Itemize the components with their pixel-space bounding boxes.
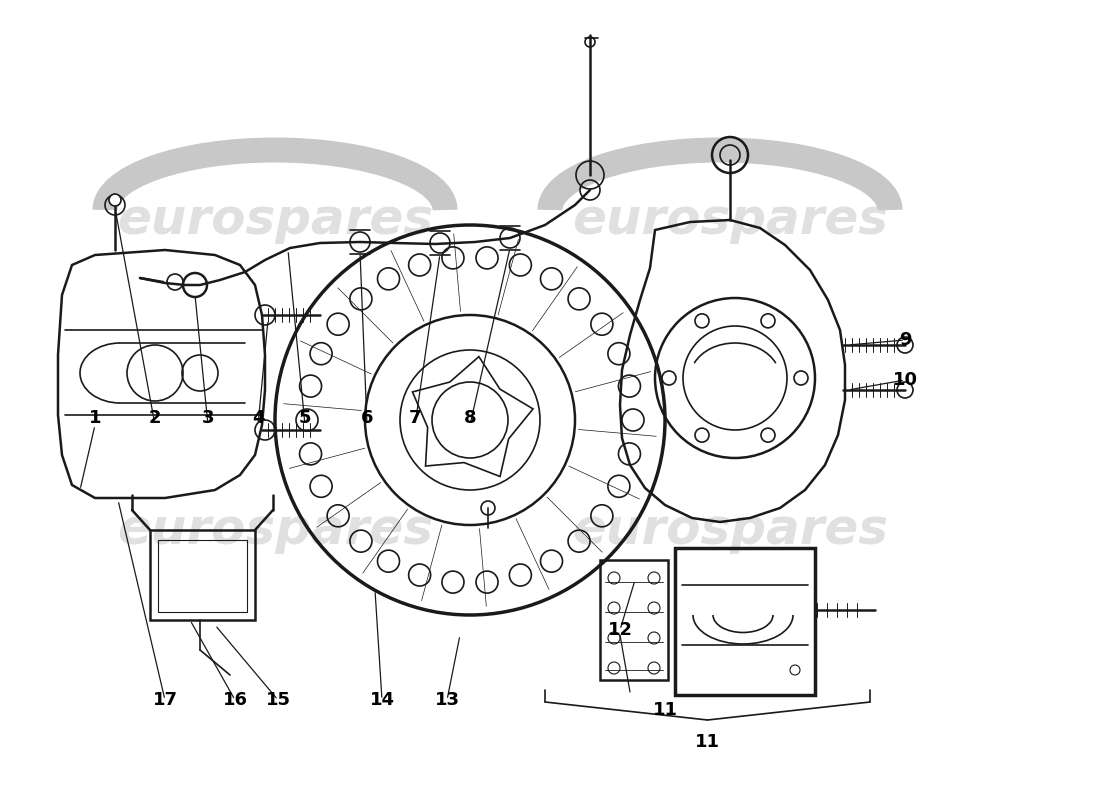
Text: 2: 2: [148, 409, 162, 427]
Circle shape: [109, 194, 121, 206]
Text: 5: 5: [299, 409, 311, 427]
Text: 3: 3: [201, 409, 214, 427]
Text: 12: 12: [607, 621, 632, 639]
Text: 8: 8: [464, 409, 476, 427]
Text: 11: 11: [652, 701, 678, 719]
Text: 17: 17: [153, 691, 177, 709]
Text: 11: 11: [695, 733, 721, 751]
Text: eurospares: eurospares: [117, 506, 433, 554]
Text: 6: 6: [361, 409, 373, 427]
Text: 16: 16: [222, 691, 248, 709]
Text: 7: 7: [409, 409, 421, 427]
Text: 13: 13: [434, 691, 460, 709]
Text: 15: 15: [265, 691, 290, 709]
Text: eurospares: eurospares: [572, 196, 888, 244]
Text: eurospares: eurospares: [572, 506, 888, 554]
Text: 1: 1: [89, 409, 101, 427]
Text: 9: 9: [899, 331, 911, 349]
Text: 4: 4: [252, 409, 264, 427]
Text: 14: 14: [370, 691, 395, 709]
Text: 10: 10: [892, 371, 917, 389]
Text: eurospares: eurospares: [117, 196, 433, 244]
